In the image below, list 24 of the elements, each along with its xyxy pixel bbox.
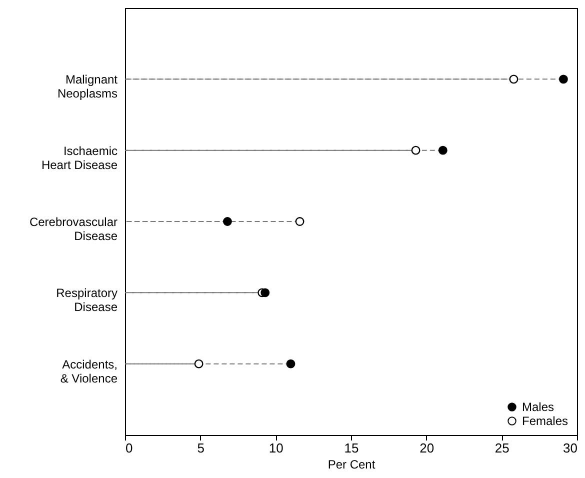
x-tick-label: 20 bbox=[420, 440, 434, 456]
x-tick-label: 25 bbox=[494, 440, 510, 456]
y-tick-label: Cerebrovascular Disease bbox=[29, 215, 118, 243]
x-axis-title: Per Cent bbox=[328, 458, 376, 472]
x-tick-label: 30 bbox=[563, 440, 578, 456]
x-tick-label: 10 bbox=[268, 440, 284, 456]
x-tick-label: 0 bbox=[126, 440, 133, 456]
point bbox=[260, 288, 270, 298]
point bbox=[558, 74, 568, 84]
point bbox=[295, 217, 304, 226]
point bbox=[411, 146, 420, 155]
legend-label: Males bbox=[522, 400, 554, 414]
point bbox=[438, 146, 448, 155]
point bbox=[286, 359, 296, 368]
point bbox=[222, 217, 232, 226]
y-tick-label: Malignant Neoplasms bbox=[57, 72, 118, 101]
point bbox=[194, 359, 204, 368]
y-tick-label: Accidents, & Violence bbox=[60, 357, 118, 386]
point bbox=[509, 74, 518, 84]
legend-label: Females bbox=[522, 414, 568, 428]
x-tick-label: 5 bbox=[197, 440, 204, 456]
y-tick-label: Ischaemic Heart Disease bbox=[41, 144, 118, 172]
x-tick-label: 15 bbox=[344, 440, 359, 456]
y-tick-label: Respiratory Disease bbox=[56, 286, 118, 314]
